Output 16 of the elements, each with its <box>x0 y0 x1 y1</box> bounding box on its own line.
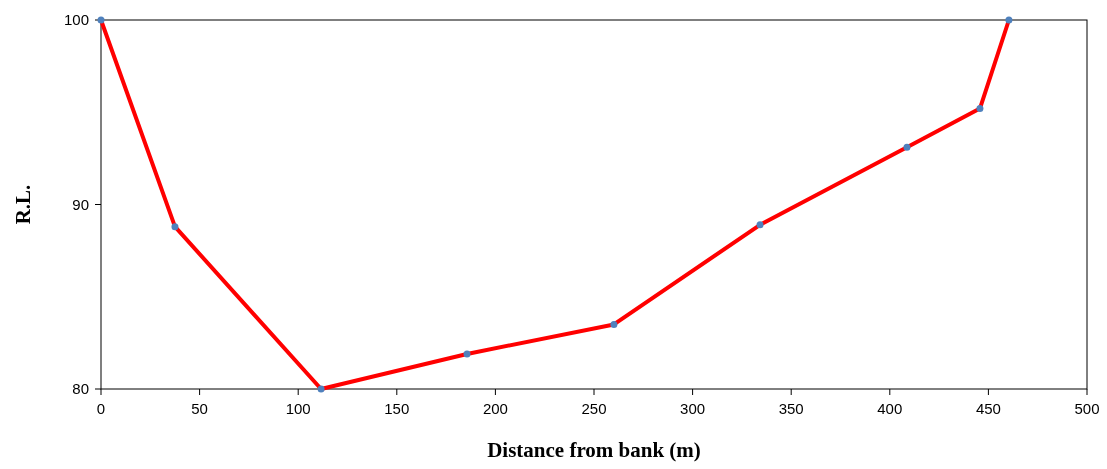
y-tick-label: 80 <box>72 380 89 397</box>
y-axis-title: R.L. <box>11 184 35 225</box>
x-tick-label: 500 <box>1074 400 1100 417</box>
y-tick-label: 100 <box>63 11 89 28</box>
x-tick-label: 0 <box>96 400 106 417</box>
x-tick-label: 50 <box>191 400 208 417</box>
x-tick-label: 300 <box>680 400 706 417</box>
x-tick-label: 350 <box>778 400 804 417</box>
x-tick-label: 250 <box>581 400 607 417</box>
x-tick-label: 100 <box>285 400 311 417</box>
x-tick-label: 200 <box>482 400 508 417</box>
x-tick-label: 400 <box>877 400 903 417</box>
x-axis-title: Distance from bank (m) <box>487 438 701 462</box>
y-tick-label: 90 <box>72 195 89 213</box>
x-tick-label: 150 <box>384 400 410 417</box>
x-tick-label: 450 <box>975 400 1001 417</box>
